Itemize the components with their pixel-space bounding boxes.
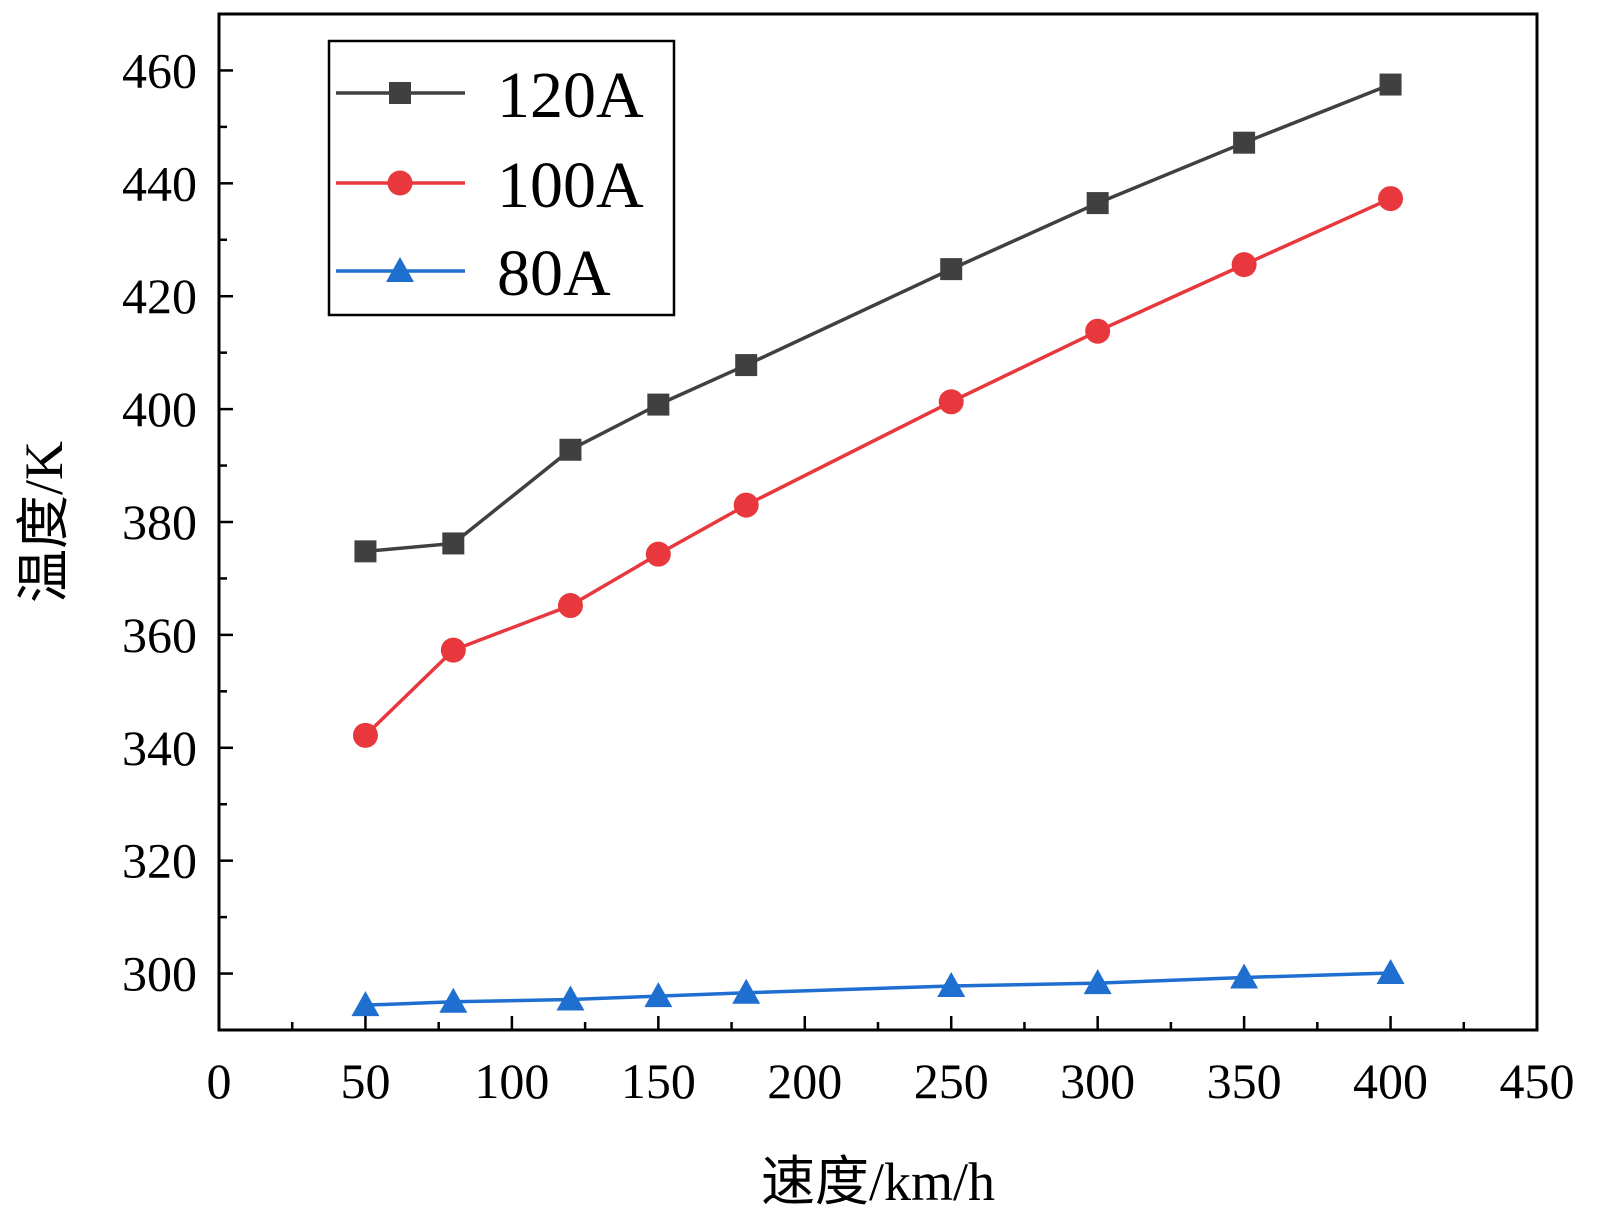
data-point-100a bbox=[1231, 252, 1257, 278]
legend-marker-100a bbox=[387, 170, 413, 196]
y-tick-label: 340 bbox=[122, 720, 197, 776]
series-layer bbox=[351, 73, 1405, 1017]
data-point-120a bbox=[559, 438, 582, 461]
x-axis-ticks: 0 50 100 150 200 250 300 350 400 450 bbox=[207, 1016, 1575, 1109]
data-point-80a bbox=[937, 971, 966, 997]
x-tick-label: 350 bbox=[1207, 1053, 1282, 1109]
data-point-100a bbox=[557, 593, 583, 619]
x-tick-label: 300 bbox=[1060, 1053, 1135, 1109]
y-tick-label: 420 bbox=[122, 268, 197, 324]
data-point-120a bbox=[1233, 131, 1256, 154]
data-point-100a bbox=[645, 541, 671, 567]
y-tick-label: 300 bbox=[122, 946, 197, 1002]
data-point-100a bbox=[1378, 186, 1404, 212]
y-tick-label: 460 bbox=[122, 42, 197, 98]
legend: 120A 100A 80A bbox=[327, 39, 676, 317]
x-tick-label: 450 bbox=[1500, 1053, 1575, 1109]
legend-label-80a: 80A bbox=[497, 237, 611, 310]
data-point-80a bbox=[1376, 958, 1405, 984]
series-120a bbox=[354, 73, 1402, 563]
data-point-80a bbox=[732, 978, 761, 1004]
x-tick-label: 200 bbox=[767, 1053, 842, 1109]
y-tick-label: 440 bbox=[122, 155, 197, 211]
series-80a bbox=[351, 958, 1405, 1017]
x-tick-label: 250 bbox=[914, 1053, 989, 1109]
x-tick-label: 50 bbox=[340, 1053, 390, 1109]
legend-label-100a: 100A bbox=[497, 149, 644, 222]
data-point-100a bbox=[1085, 318, 1111, 344]
data-point-120a bbox=[1086, 192, 1109, 215]
data-point-120a bbox=[354, 540, 377, 563]
y-tick-label: 360 bbox=[122, 607, 197, 663]
data-point-120a bbox=[1379, 73, 1402, 96]
legend-marker-120a bbox=[389, 82, 411, 104]
y-tick-label: 400 bbox=[122, 381, 197, 437]
x-axis-title: 速度/km/h bbox=[761, 1152, 995, 1212]
data-point-80a bbox=[644, 982, 673, 1008]
legend-marker-80a bbox=[386, 257, 414, 282]
data-point-80a bbox=[351, 991, 380, 1017]
series-100a bbox=[352, 186, 1404, 748]
y-tick-label: 320 bbox=[122, 833, 197, 889]
y-tick-label: 380 bbox=[122, 494, 197, 550]
data-point-100a bbox=[733, 492, 759, 518]
x-tick-label: 0 bbox=[207, 1053, 232, 1109]
data-point-100a bbox=[352, 722, 378, 748]
data-point-80a bbox=[1230, 963, 1259, 989]
y-axis-title: 温度/K bbox=[14, 441, 74, 603]
x-tick-label: 100 bbox=[474, 1053, 549, 1109]
y-axis-ticks: 300 320 340 360 380 400 420 440 460 bbox=[122, 12, 233, 1032]
data-point-120a bbox=[442, 532, 465, 555]
data-point-100a bbox=[440, 637, 466, 663]
data-point-120a bbox=[647, 393, 670, 416]
data-point-80a bbox=[439, 987, 468, 1013]
legend-label-120a: 120A bbox=[497, 59, 644, 132]
x-tick-label: 400 bbox=[1353, 1053, 1428, 1109]
data-point-120a bbox=[735, 354, 758, 377]
x-tick-label: 150 bbox=[621, 1053, 696, 1109]
data-point-100a bbox=[938, 389, 964, 415]
data-point-80a bbox=[556, 985, 585, 1011]
data-point-120a bbox=[940, 258, 963, 281]
data-point-80a bbox=[1083, 969, 1112, 995]
